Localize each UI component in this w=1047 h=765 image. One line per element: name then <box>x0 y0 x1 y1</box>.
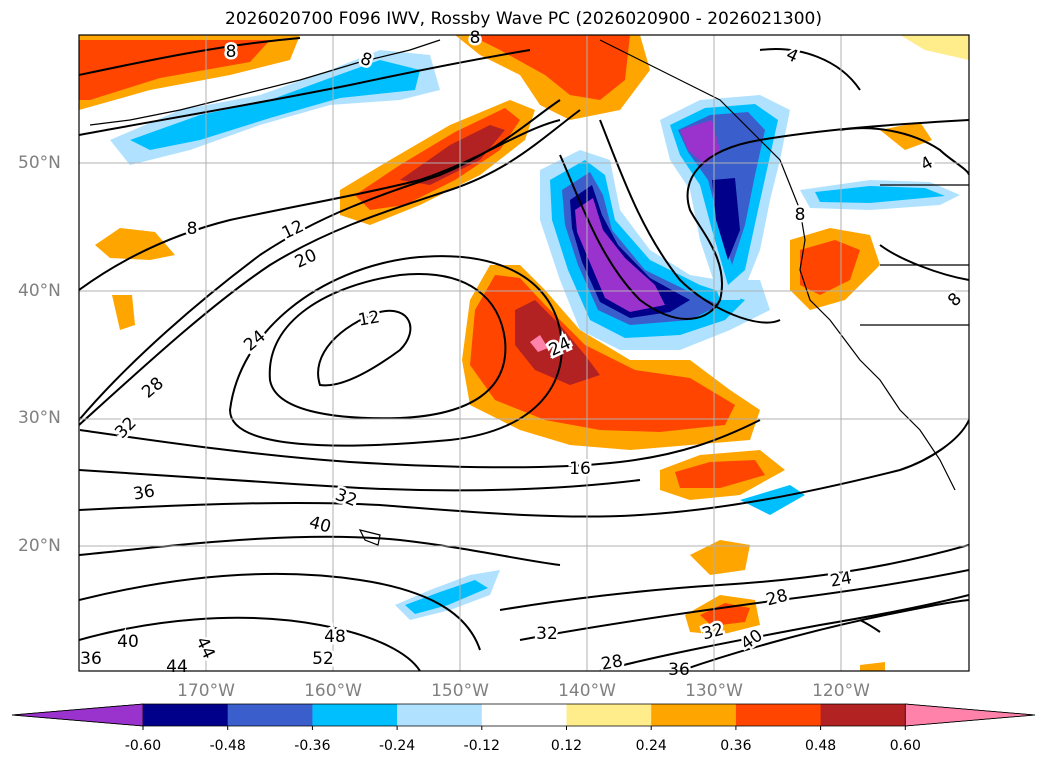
lon-label: 160°W <box>304 681 362 701</box>
gridlines <box>79 35 969 671</box>
colorbar-tick-label: 0.48 <box>805 738 837 754</box>
contour-label-halo: 8 <box>226 42 237 62</box>
contour-label: 8 <box>795 205 806 225</box>
map-title: 2026020700 F096 IWV, Rossby Wave PC (202… <box>225 9 822 29</box>
contour-label: 52 <box>312 649 334 669</box>
contour-label: 48 <box>324 627 346 647</box>
lat-label: 40°N <box>18 281 61 301</box>
contour-label-halo: 36 <box>668 660 690 680</box>
lon-label: 120°W <box>812 681 870 701</box>
contour-label: 28 <box>764 586 790 611</box>
lat-label: 50°N <box>18 153 61 173</box>
iwv-contours <box>79 37 969 671</box>
contour-label-halo: 36 <box>80 649 102 669</box>
contour-label-halo: 48 <box>324 627 346 647</box>
colorbar-tick-label: -0.24 <box>378 738 416 754</box>
colorbar-tick-label: 0.12 <box>550 738 583 754</box>
colorbar-extend-low <box>11 703 144 727</box>
colorbar <box>11 703 1036 730</box>
colorbar-segment <box>227 704 313 726</box>
contour-label: 40 <box>307 513 333 538</box>
contour-label: 8 <box>187 219 198 239</box>
contour-label: 12 <box>357 307 382 330</box>
lat-label: 30°N <box>18 408 61 428</box>
contour-label-halo: 8 <box>795 205 806 225</box>
contour-label: 8 <box>226 42 237 62</box>
contour-label: 32 <box>536 624 558 644</box>
colorbar-segment <box>566 704 652 726</box>
contour-label: 44 <box>191 634 218 662</box>
colorbar-tick-label: -0.36 <box>294 738 331 754</box>
colorbar-tick-label: 0.60 <box>889 738 921 754</box>
contour-label-halo: 8 <box>470 28 481 48</box>
contour-label: 8 <box>944 289 966 311</box>
colorbar-segment <box>820 704 906 726</box>
colorbar-segment <box>735 704 822 726</box>
contour-label: 28 <box>138 373 167 402</box>
contour-label: 4 <box>783 45 801 68</box>
plot-frame <box>78 34 970 672</box>
colorbar-segment <box>397 704 483 726</box>
contour-label-halo: 52 <box>312 649 334 669</box>
contour-label: 24 <box>829 568 854 591</box>
colorbar-segment <box>143 704 229 726</box>
lon-label: 140°W <box>558 681 616 701</box>
colorbar-extend-high <box>904 703 1036 727</box>
coastlines <box>89 39 969 546</box>
colorbar-tick-label: 0.36 <box>720 738 752 754</box>
contour-label: 32 <box>332 485 359 511</box>
contour-label: 16 <box>569 459 591 479</box>
lon-label: 150°W <box>431 681 489 701</box>
contour-label: 36 <box>668 660 690 680</box>
lon-label: 170°W <box>177 681 235 701</box>
contour-label: 24 <box>240 326 269 355</box>
colorbar-segment <box>651 704 737 726</box>
contour-label-halo: 40 <box>117 632 139 652</box>
contour-label: 40 <box>117 632 139 652</box>
colorbar-tick-label: -0.12 <box>463 738 500 754</box>
contour-label-halo: 32 <box>536 624 558 644</box>
contour-label-halo: 44 <box>166 657 188 677</box>
lat-label: 20°N <box>18 536 61 556</box>
contour-label: 36 <box>132 481 157 504</box>
contour-label: 36 <box>80 649 102 669</box>
contour-label: 4 <box>917 153 936 176</box>
contour-label: 28 <box>600 651 625 674</box>
contour-label-halo: 16 <box>569 459 591 479</box>
colorbar-tick-label: -0.48 <box>209 738 246 754</box>
colorbar-tick-label: -0.60 <box>124 738 162 754</box>
contour-label-halo: 8 <box>187 219 198 239</box>
colorbar-tick-label: 0.24 <box>635 738 667 754</box>
lon-label: 130°W <box>685 681 743 701</box>
colorbar-segment <box>481 704 567 726</box>
colorbar-segment <box>312 704 398 726</box>
contour-label: 44 <box>166 657 188 677</box>
contour-label: 8 <box>470 28 481 48</box>
